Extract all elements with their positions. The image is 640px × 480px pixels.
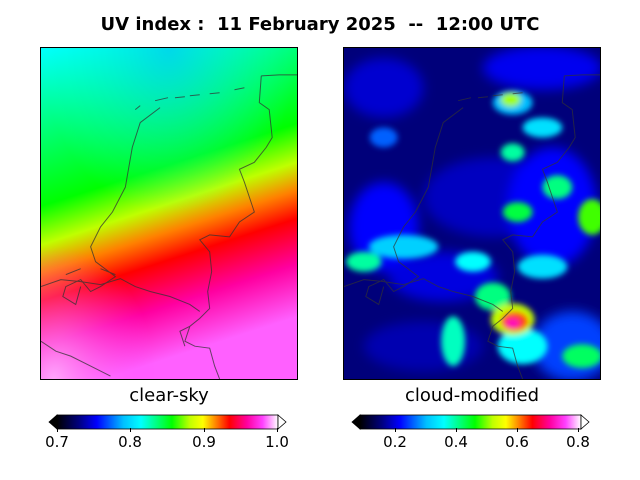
tick-mark [204, 428, 205, 432]
colorbar-tick-label: 0.8 [566, 433, 590, 451]
colorbar-tick-label: 0.2 [383, 433, 407, 451]
tick-mark [517, 428, 518, 432]
coastline [41, 74, 297, 379]
tick-mark [130, 428, 131, 432]
colorbar-tick-label: 0.8 [118, 433, 142, 451]
cloud-modified-map [343, 47, 601, 380]
colorbar-tick-label: 0.7 [45, 433, 69, 451]
clear-sky-label: clear-sky [129, 385, 209, 406]
cloud-modified-colorbar [351, 414, 590, 430]
tick-mark [578, 428, 579, 432]
figure-title: UV index : 11 February 2025 -- 12:00 UTC [100, 14, 540, 35]
clear-sky-colorbar [48, 414, 287, 430]
coastline [344, 74, 600, 379]
cloud-modified-label: cloud-modified [404, 385, 540, 406]
colorbar-tick-label: 0.9 [192, 433, 216, 451]
colorbar-tick-label: 0.6 [505, 433, 529, 451]
tick-mark [277, 428, 278, 432]
tick-mark [395, 428, 396, 432]
tick-mark [456, 428, 457, 432]
colorbar-tick-label: 0.4 [444, 433, 468, 451]
tick-mark [57, 428, 58, 432]
clear-sky-map [40, 47, 298, 380]
clear-sky-field [41, 48, 297, 379]
colorbar-tick-label: 1.0 [265, 433, 289, 451]
cloud-modified-field [344, 48, 600, 379]
